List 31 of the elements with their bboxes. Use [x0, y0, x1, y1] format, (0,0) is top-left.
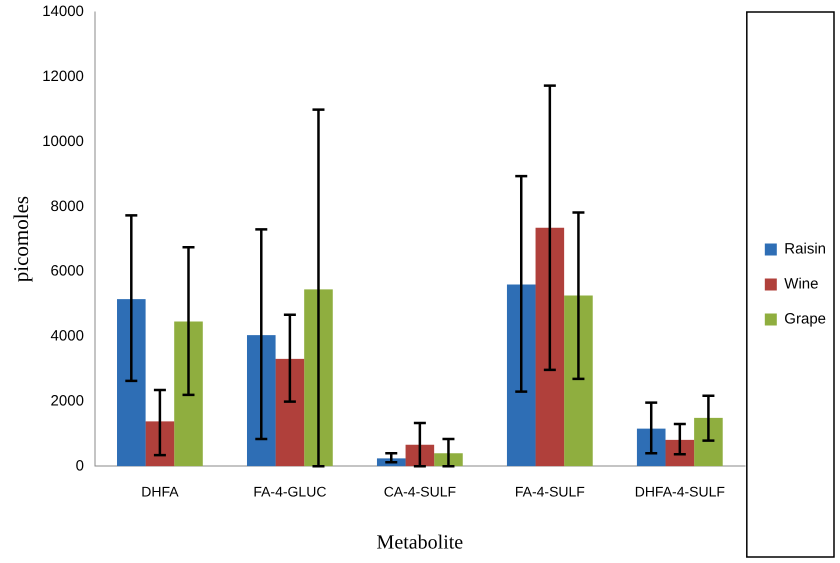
bar	[564, 296, 593, 466]
bar	[434, 453, 463, 466]
x-tick-label: DHFA	[141, 483, 180, 500]
bar	[694, 418, 723, 466]
x-tick-label: CA-4-SULF	[384, 483, 456, 500]
bar	[276, 358, 304, 466]
bar	[246, 335, 276, 466]
legend-label: Grape	[784, 310, 826, 328]
legend-label: Raisin	[784, 240, 826, 258]
bar	[117, 299, 146, 466]
x-axis-title: Metabolite	[376, 531, 464, 554]
y-axis-title: picomoles	[9, 196, 34, 282]
bar	[506, 284, 536, 466]
bar	[174, 322, 203, 466]
y-tick-label: 12000	[42, 68, 84, 86]
legend-label: Wine	[784, 276, 818, 293]
y-tick-label: 0	[76, 457, 84, 474]
y-tick-label: 4000	[50, 328, 84, 345]
y-tick-label: 8000	[50, 198, 84, 215]
y-tick-label: 2000	[50, 392, 84, 410]
bar	[146, 421, 174, 466]
x-tick-label: FA-4-SULF	[514, 483, 585, 500]
bar	[536, 228, 564, 466]
bar	[666, 440, 694, 466]
x-tick-label: FA-4-GLUC	[253, 483, 326, 500]
x-tick-label: DHFA-4-SULF	[634, 483, 725, 500]
y-tick-label: 6000	[50, 262, 84, 280]
bar	[636, 428, 666, 466]
y-tick-label: 10000	[42, 132, 84, 150]
bar	[304, 289, 333, 466]
y-tick-label: 14000	[42, 3, 84, 20]
